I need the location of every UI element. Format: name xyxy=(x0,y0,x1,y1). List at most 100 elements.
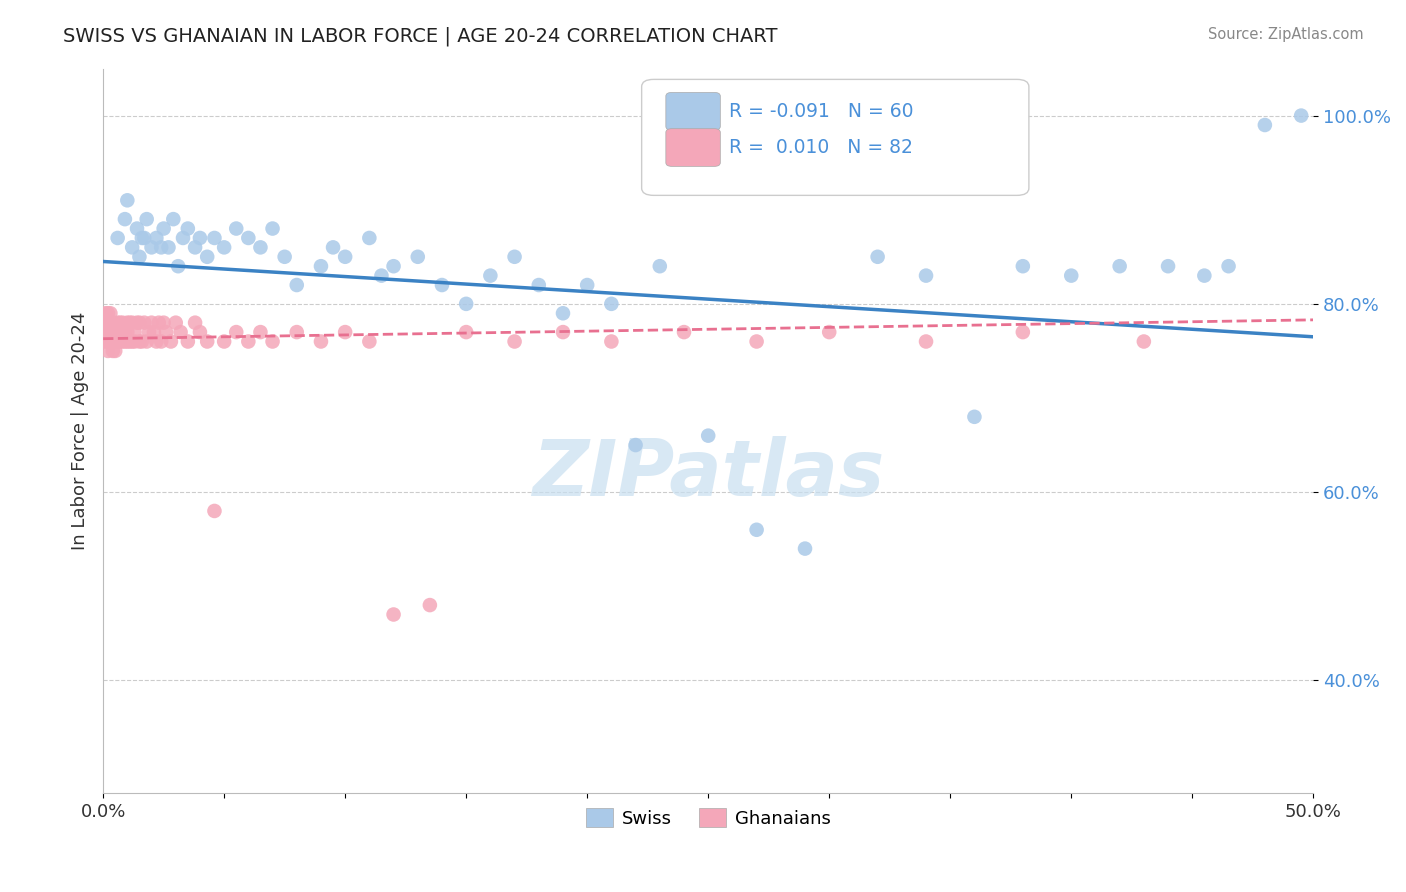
Point xyxy=(111,334,134,349)
Point xyxy=(697,428,720,442)
Point xyxy=(97,343,120,358)
Point xyxy=(249,325,271,339)
Point xyxy=(104,343,127,358)
Point xyxy=(456,297,478,311)
Point xyxy=(125,221,148,235)
Point xyxy=(157,240,180,254)
Point xyxy=(111,316,134,330)
Point xyxy=(503,250,526,264)
Point xyxy=(94,334,117,349)
Point xyxy=(204,231,226,245)
Text: SWISS VS GHANAIAN IN LABOR FORCE | AGE 20-24 CORRELATION CHART: SWISS VS GHANAIAN IN LABOR FORCE | AGE 2… xyxy=(63,27,778,46)
Point xyxy=(124,325,146,339)
Point xyxy=(125,316,148,330)
Point xyxy=(152,221,174,235)
Text: R =  0.010   N = 82: R = 0.010 N = 82 xyxy=(728,138,912,157)
Point xyxy=(576,278,599,293)
Point xyxy=(600,334,623,349)
Point xyxy=(225,221,247,235)
Point xyxy=(273,250,295,264)
Point xyxy=(100,316,122,330)
Point xyxy=(212,334,235,349)
Point xyxy=(794,541,817,556)
Point xyxy=(124,334,146,349)
Point xyxy=(188,231,211,245)
Point xyxy=(527,278,550,293)
Point xyxy=(121,240,143,254)
Point xyxy=(94,306,117,320)
Point xyxy=(262,221,284,235)
Point xyxy=(1194,268,1216,283)
Point xyxy=(117,334,139,349)
Point xyxy=(1108,259,1130,273)
Point xyxy=(100,306,122,320)
Point xyxy=(150,334,173,349)
Point xyxy=(359,231,381,245)
Point xyxy=(1254,118,1277,132)
Point xyxy=(145,231,167,245)
Point xyxy=(177,334,200,349)
Point xyxy=(1011,325,1033,339)
Point xyxy=(406,250,429,264)
Point xyxy=(177,221,200,235)
Point xyxy=(135,212,157,227)
Point xyxy=(114,325,136,339)
Point xyxy=(97,325,120,339)
Point xyxy=(249,240,271,254)
Point xyxy=(135,334,157,349)
Point xyxy=(195,250,218,264)
Point xyxy=(963,409,986,424)
Point xyxy=(97,306,120,320)
Y-axis label: In Labor Force | Age 20-24: In Labor Force | Age 20-24 xyxy=(72,311,89,550)
Point xyxy=(101,343,124,358)
Point xyxy=(430,278,453,293)
Point xyxy=(188,325,211,339)
Point xyxy=(152,316,174,330)
Point xyxy=(118,334,141,349)
Point xyxy=(262,334,284,349)
Point xyxy=(97,334,120,349)
Point xyxy=(134,231,156,245)
Point xyxy=(155,325,177,339)
Point xyxy=(169,325,191,339)
Point xyxy=(94,316,117,330)
Point xyxy=(114,334,136,349)
Point xyxy=(97,316,120,330)
Point xyxy=(238,334,260,349)
Point xyxy=(818,325,841,339)
Point xyxy=(138,325,160,339)
Point xyxy=(167,259,190,273)
Point xyxy=(333,325,356,339)
Point xyxy=(1011,259,1033,273)
Point xyxy=(101,334,124,349)
Point xyxy=(322,240,344,254)
Point xyxy=(745,334,768,349)
Point xyxy=(107,231,129,245)
Point xyxy=(114,212,136,227)
Point xyxy=(309,259,332,273)
Point xyxy=(108,316,131,330)
Point xyxy=(100,325,122,339)
Point xyxy=(111,325,134,339)
Point xyxy=(141,240,163,254)
Point xyxy=(204,504,226,518)
Point xyxy=(479,268,502,283)
Point xyxy=(131,231,153,245)
Point xyxy=(107,334,129,349)
Point xyxy=(648,259,671,273)
Point xyxy=(419,598,441,612)
Point xyxy=(117,325,139,339)
Point xyxy=(121,334,143,349)
Point xyxy=(1133,334,1156,349)
Point xyxy=(162,212,184,227)
Point xyxy=(285,278,308,293)
Text: Source: ZipAtlas.com: Source: ZipAtlas.com xyxy=(1208,27,1364,42)
Point xyxy=(128,334,150,349)
Point xyxy=(104,334,127,349)
Point xyxy=(1289,109,1312,123)
Point xyxy=(333,250,356,264)
Point xyxy=(370,268,392,283)
Point xyxy=(107,325,129,339)
Point xyxy=(745,523,768,537)
Point xyxy=(212,240,235,254)
